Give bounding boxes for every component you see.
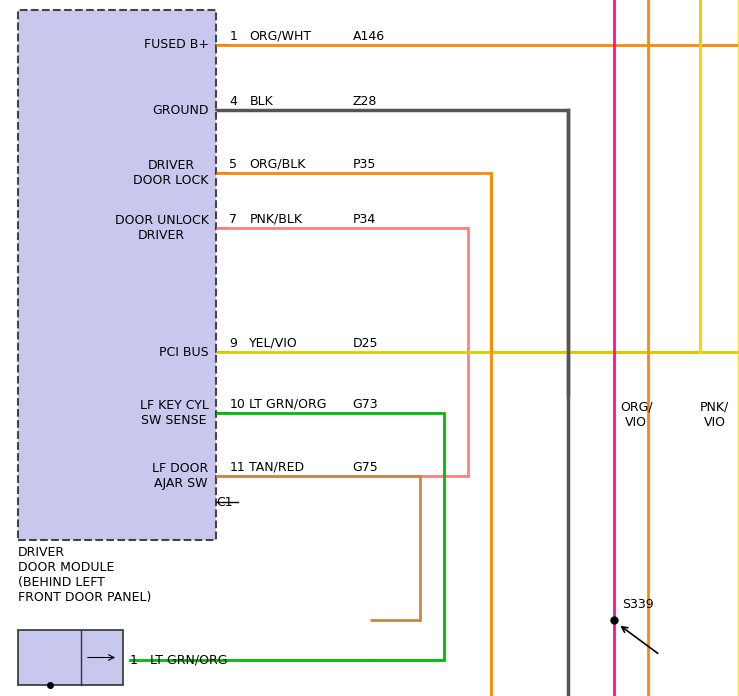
Text: DOOR UNLOCK
DRIVER: DOOR UNLOCK DRIVER — [115, 214, 208, 242]
Text: PNK/BLK: PNK/BLK — [249, 213, 302, 226]
Text: ORG/
VIO: ORG/ VIO — [620, 401, 653, 429]
Text: P35: P35 — [353, 158, 376, 171]
Text: LF DOOR
AJAR SW: LF DOOR AJAR SW — [152, 462, 208, 490]
Text: DRIVER
DOOR MODULE
(BEHIND LEFT
FRONT DOOR PANEL): DRIVER DOOR MODULE (BEHIND LEFT FRONT DO… — [18, 546, 151, 604]
Bar — [18, 10, 216, 540]
Text: G73: G73 — [353, 398, 378, 411]
Text: ORG/BLK: ORG/BLK — [249, 158, 306, 171]
Text: Z28: Z28 — [353, 95, 377, 108]
Text: LT GRN/ORG: LT GRN/ORG — [249, 398, 327, 411]
Text: C1: C1 — [216, 496, 233, 509]
Text: YEL/VIO: YEL/VIO — [249, 337, 298, 350]
Text: BLK: BLK — [249, 95, 273, 108]
Text: 10: 10 — [229, 398, 245, 411]
Text: TAN/RED: TAN/RED — [249, 461, 304, 474]
Text: A146: A146 — [353, 30, 385, 43]
Text: G75: G75 — [353, 461, 378, 474]
Text: 4: 4 — [229, 95, 237, 108]
Text: PCI BUS: PCI BUS — [159, 345, 208, 358]
Bar — [18, 630, 123, 685]
Text: GROUND: GROUND — [152, 104, 208, 116]
Text: 7: 7 — [229, 213, 237, 226]
Text: 9: 9 — [229, 337, 237, 350]
Text: 11: 11 — [229, 461, 245, 474]
Text: D25: D25 — [353, 337, 378, 350]
Text: ORG/WHT: ORG/WHT — [249, 30, 311, 43]
Text: FUSED B+: FUSED B+ — [143, 38, 208, 52]
Text: S339: S339 — [622, 597, 653, 610]
Text: LF KEY CYL
SW SENSE: LF KEY CYL SW SENSE — [140, 399, 208, 427]
Text: LT GRN/ORG: LT GRN/ORG — [150, 654, 228, 667]
Text: 5: 5 — [229, 158, 237, 171]
Text: 1: 1 — [130, 654, 138, 667]
Text: 1: 1 — [229, 30, 237, 43]
Text: DRIVER
DOOR LOCK: DRIVER DOOR LOCK — [133, 159, 208, 187]
Text: P34: P34 — [353, 213, 376, 226]
Text: PNK/
VIO: PNK/ VIO — [700, 401, 729, 429]
